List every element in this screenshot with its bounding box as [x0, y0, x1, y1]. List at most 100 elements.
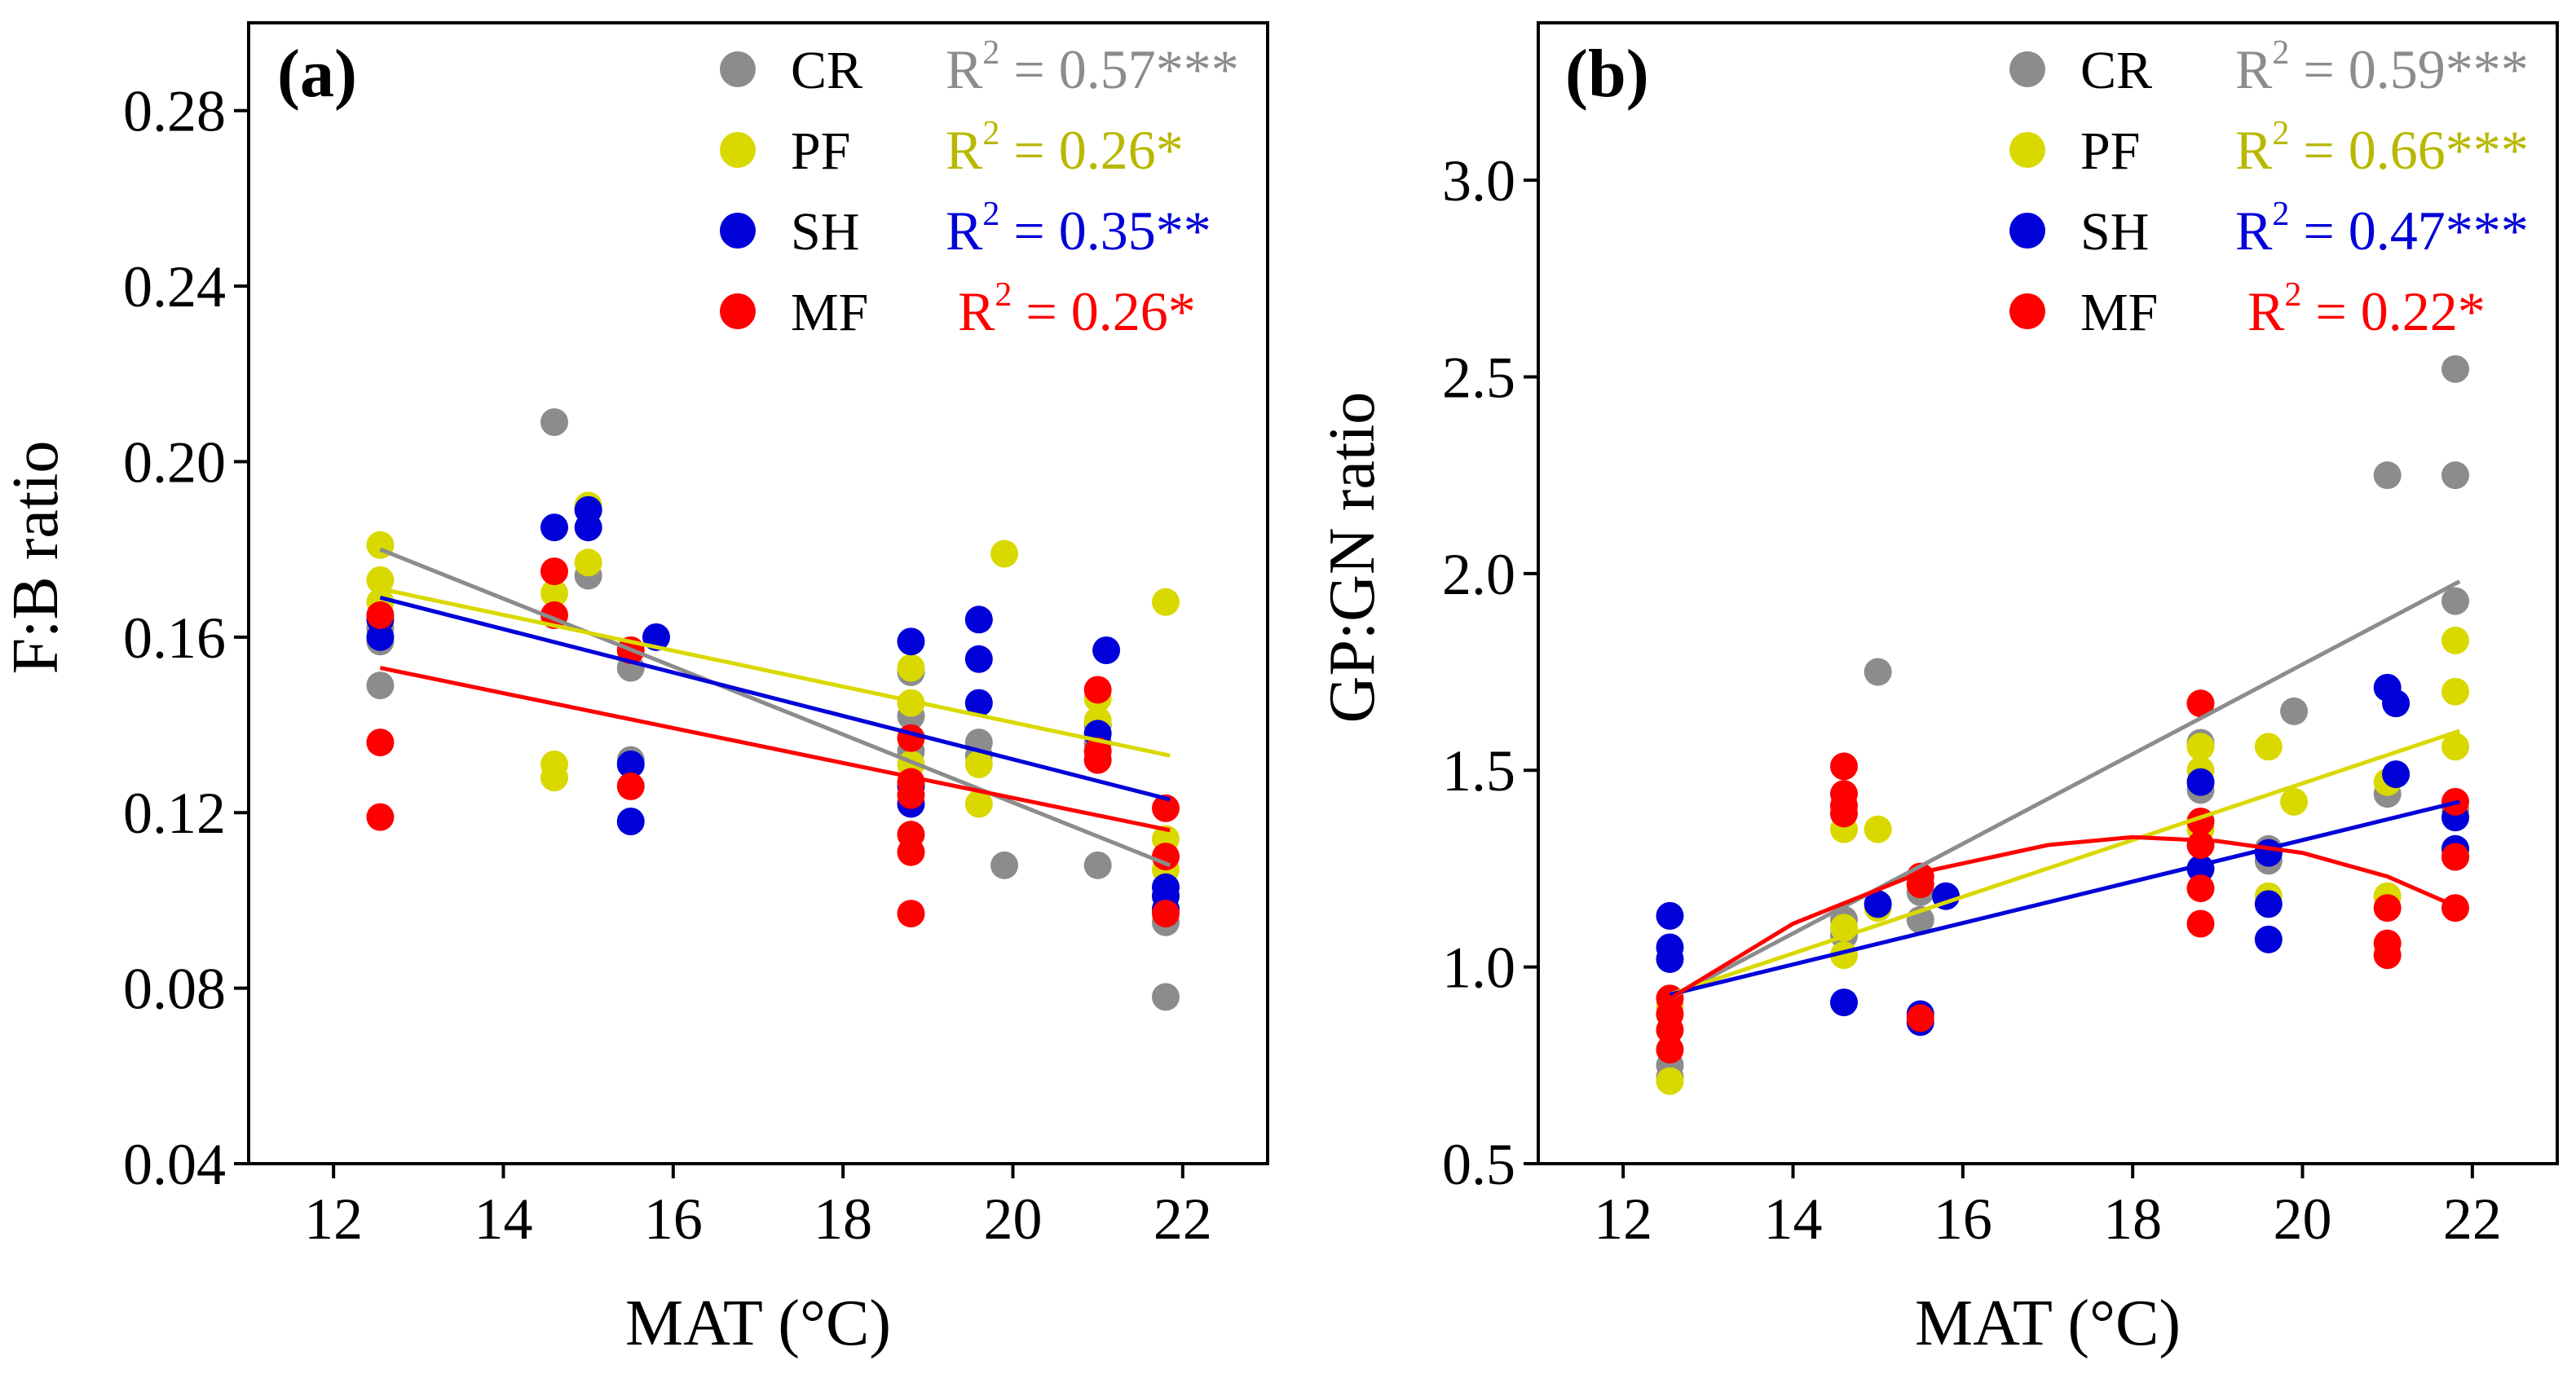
- point-pf: [366, 566, 395, 594]
- r2-symbol: R: [946, 38, 983, 100]
- point-mf: [2373, 941, 2402, 970]
- point-cr: [2441, 587, 2469, 615]
- y-tick-label: 0.24: [123, 254, 226, 319]
- point-cr: [1152, 983, 1180, 1011]
- point-pf: [2280, 787, 2309, 816]
- legend-marker-pf: [720, 132, 756, 168]
- y-axis-title: GP:GN ratio: [1317, 392, 1388, 724]
- point-pf: [964, 790, 993, 818]
- y-tick-label: 3.0: [1442, 148, 1515, 214]
- legend-label-pf: PF: [791, 121, 850, 181]
- point-sh: [616, 808, 645, 835]
- r2-stat-sh: R2 = 0.47***: [2235, 196, 2529, 262]
- fit-curve-mf: [1669, 834, 2461, 1001]
- point-pf: [1864, 815, 1892, 843]
- point-mf: [2373, 894, 2402, 922]
- point-mf: [2186, 909, 2215, 938]
- point-mf: [1152, 843, 1180, 871]
- point-mf: [1083, 746, 1112, 774]
- point-pf: [2254, 733, 2283, 761]
- x-axis-title: MAT (°C): [625, 1288, 891, 1359]
- point-pf: [1152, 588, 1180, 616]
- r2-stat-mf: R2 = 0.22*: [2247, 276, 2486, 342]
- point-pf: [964, 751, 993, 778]
- x-tick-label: 16: [644, 1186, 703, 1252]
- point-mf: [616, 772, 645, 800]
- legend-label-mf: MF: [2080, 283, 2158, 342]
- fit-line-cr: [379, 547, 1171, 868]
- legend-marker-cr: [720, 51, 756, 87]
- point-pf: [540, 764, 568, 792]
- r2-stat-cr: R2 = 0.59***: [2235, 34, 2529, 100]
- point-cr: [540, 408, 568, 436]
- point-pf: [897, 654, 925, 682]
- point-mf: [366, 803, 395, 831]
- y-tick-label: 2.0: [1442, 542, 1515, 607]
- point-sh: [1656, 901, 1684, 930]
- legend-label-mf: MF: [791, 283, 868, 342]
- point-pf: [540, 579, 568, 607]
- point-sh: [540, 513, 568, 542]
- point-pf: [2186, 733, 2215, 761]
- r2-superscript: 2: [982, 115, 999, 152]
- r2-symbol: R: [958, 280, 995, 342]
- legend-label-cr: CR: [791, 41, 862, 100]
- x-tick-label: 14: [1764, 1186, 1823, 1252]
- legend-label-pf: PF: [2080, 121, 2140, 181]
- point-sh: [2382, 760, 2411, 789]
- point-mf: [540, 557, 568, 586]
- plot-frame: [247, 21, 1269, 1165]
- point-mf: [897, 781, 925, 809]
- r2-superscript: 2: [982, 34, 999, 72]
- point-cr: [366, 671, 395, 700]
- fit-line-sh: [1669, 799, 2460, 997]
- r2-superscript: 2: [982, 196, 999, 233]
- y-tick-label: 1.0: [1442, 936, 1515, 1001]
- r2-value: = 0.47***: [2289, 200, 2528, 262]
- x-tick-label: 22: [1153, 1186, 1212, 1252]
- y-tick-label: 0.08: [123, 957, 226, 1022]
- legend-marker-sh: [2009, 213, 2045, 249]
- legend-marker-mf: [2009, 293, 2045, 329]
- r2-value: = 0.26*: [999, 119, 1183, 181]
- y-tick-label: 0.28: [123, 79, 226, 144]
- point-sh: [1864, 890, 1892, 918]
- r2-superscript: 2: [2272, 196, 2289, 233]
- fit-line-mf: [379, 666, 1171, 833]
- x-tick-label: 12: [1594, 1186, 1652, 1252]
- point-mf: [1152, 900, 1180, 928]
- point-mf: [1656, 1015, 1684, 1044]
- point-sh: [2254, 890, 2283, 918]
- fit-line-pf: [379, 587, 1171, 758]
- r2-superscript: 2: [995, 276, 1012, 314]
- point-sh: [1092, 636, 1121, 664]
- legend-marker-cr: [2009, 51, 2045, 87]
- point-mf: [897, 838, 925, 866]
- point-mf: [1830, 799, 1858, 828]
- legend-marker-sh: [720, 213, 756, 249]
- point-sh: [2186, 768, 2215, 796]
- r2-superscript: 2: [2284, 276, 2301, 314]
- point-cr: [1864, 658, 1892, 686]
- y-tick-label: 0.5: [1442, 1132, 1515, 1197]
- x-tick-label: 18: [814, 1186, 872, 1252]
- point-cr: [1083, 851, 1112, 879]
- panel-letter: (a): [277, 36, 357, 112]
- legend-marker-mf: [720, 293, 756, 329]
- point-sh: [964, 645, 993, 673]
- point-sh: [1830, 988, 1858, 1017]
- r2-value: = 0.35**: [999, 200, 1211, 262]
- point-mf: [1830, 752, 1858, 781]
- point-mf: [2186, 874, 2215, 903]
- point-cr: [2441, 461, 2469, 490]
- r2-superscript: 2: [2272, 115, 2289, 152]
- legend-marker-pf: [2009, 132, 2045, 168]
- point-pf: [1656, 1067, 1684, 1095]
- r2-stat-pf: R2 = 0.66***: [2235, 115, 2529, 181]
- legend-label-sh: SH: [2080, 202, 2149, 262]
- point-mf: [2441, 843, 2469, 871]
- fit-line-cr: [1669, 579, 2461, 1001]
- legend-label-cr: CR: [2080, 41, 2152, 100]
- x-axis-title: MAT (°C): [1915, 1288, 2181, 1359]
